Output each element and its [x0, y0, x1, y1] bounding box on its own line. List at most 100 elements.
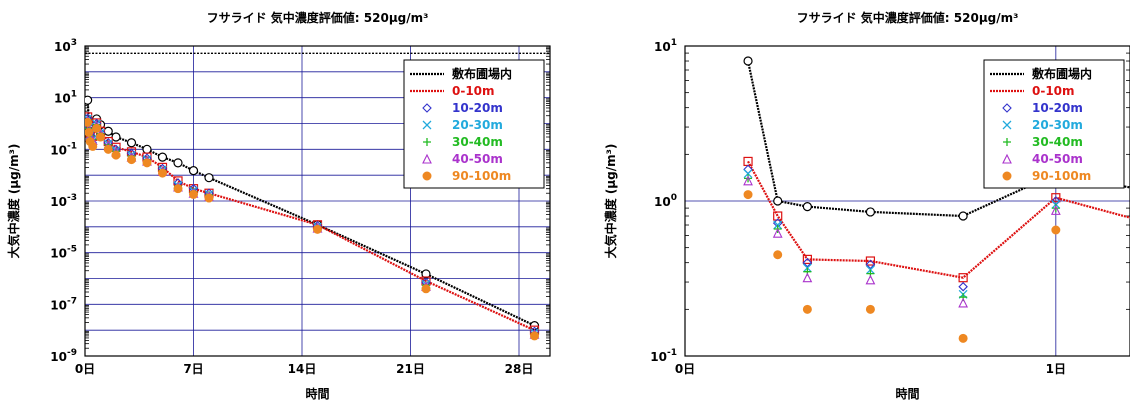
legend-label: 20-30m	[452, 118, 503, 132]
data-point	[802, 202, 812, 212]
x-tick-label: 21日	[396, 362, 425, 376]
y-tick-label: 101	[54, 90, 77, 106]
legend-label: 0-10m	[452, 84, 495, 98]
data-point	[157, 152, 168, 162]
data-point	[743, 175, 753, 186]
plot-area	[85, 95, 540, 341]
data-point	[802, 272, 813, 283]
x-tick-label: 28日	[505, 362, 534, 376]
legend-label: 敷布圃場内	[452, 66, 512, 81]
data-point	[958, 281, 968, 292]
plot-frame	[84, 45, 551, 357]
data-point	[142, 144, 152, 154]
legend-item: 90-100m	[422, 169, 511, 183]
data-point	[958, 333, 968, 343]
data-point	[173, 158, 183, 168]
legend-label: 90-100m	[452, 169, 511, 183]
data-point	[85, 127, 94, 137]
data-point	[96, 132, 105, 142]
data-point	[743, 164, 753, 175]
data-point	[1050, 205, 1061, 215]
series-6	[743, 175, 1061, 308]
legend-item: 30-40m	[423, 135, 503, 149]
x-tick-label: 1日	[1046, 362, 1066, 376]
chart-title: フサライド 気中濃度評価値: 520μg/m³	[797, 10, 1019, 25]
x-tick-label: 0日	[75, 362, 95, 376]
y-tick-label: 101	[654, 38, 677, 54]
data-point	[103, 144, 113, 154]
data-point	[865, 304, 875, 314]
legend-item: 30-40m	[1003, 135, 1083, 149]
data-point	[126, 138, 137, 148]
data-point	[204, 193, 214, 203]
y-tick-label: 10-9	[50, 348, 77, 364]
data-point	[743, 169, 753, 179]
legend-label: 20-30m	[1032, 118, 1083, 132]
data-point	[744, 174, 753, 183]
x-tick-label: 7日	[183, 362, 203, 376]
data-point	[865, 274, 876, 285]
data-point	[802, 254, 812, 264]
data-point	[85, 117, 93, 127]
data-point	[958, 273, 968, 283]
legend-marker	[422, 120, 432, 130]
legend-item: 敷布圃場内	[410, 66, 512, 81]
data-point	[103, 126, 113, 136]
legend-label: 90-100m	[1032, 169, 1091, 183]
data-point	[865, 259, 876, 270]
legend-marker	[1002, 153, 1012, 164]
series-7	[85, 117, 539, 341]
data-point	[111, 132, 121, 142]
data-point	[127, 155, 136, 165]
chart-title: フサライド 気中濃度評価値: 520μg/m³	[207, 10, 429, 25]
legend-item: 40-50m	[1002, 152, 1083, 166]
plot-area	[743, 56, 1130, 343]
legend: 敷布圃場内 0-10m 10-20m 20-30m 30-40m 40-50m 90-100…	[983, 59, 1125, 189]
data-point	[189, 189, 198, 199]
y-axis-label: 大気中濃度 (μg/m³)	[603, 144, 618, 259]
legend: 敷布圃場内 0-10m 10-20m 20-30m 30-40m 40-50m 90-100…	[403, 59, 545, 189]
series-7	[743, 190, 1061, 343]
legend-marker	[422, 103, 432, 113]
y-axis-label: 大気中濃度 (μg/m³)	[6, 144, 21, 259]
plot-frame	[684, 45, 1130, 357]
legend-label: 30-40m	[1032, 135, 1083, 149]
legend-label: 30-40m	[452, 135, 503, 149]
legend-marker	[422, 171, 432, 181]
legend-item: 0-10m	[410, 84, 495, 98]
legend-item: 20-30m	[1002, 118, 1083, 132]
data-point	[1051, 193, 1061, 203]
legend-label: 40-50m	[1032, 152, 1083, 166]
data-point	[772, 227, 783, 238]
data-point	[142, 158, 152, 168]
legend-label: 40-50m	[452, 152, 503, 166]
data-point	[958, 297, 969, 308]
data-point	[802, 257, 813, 268]
legend-item: 敷布圃場内	[990, 66, 1092, 81]
data-point	[204, 173, 214, 183]
y-tick-label: 100	[654, 193, 677, 209]
legend-marker	[1002, 171, 1012, 181]
legend-label: 10-20m	[1032, 101, 1083, 115]
data-point	[173, 184, 183, 194]
legend-item: 10-20m	[422, 101, 503, 115]
data-point	[158, 168, 167, 178]
data-point	[421, 284, 431, 294]
series-1	[743, 56, 1130, 221]
legend-item: 40-50m	[422, 152, 503, 166]
data-point	[88, 141, 98, 151]
legend-marker	[1002, 103, 1012, 113]
y-tick-label: 10-7	[50, 296, 77, 312]
data-point	[802, 304, 812, 314]
x-tick-label: 0日	[675, 362, 695, 376]
y-tick-label: 10-1	[650, 348, 677, 364]
x-tick-label: 14日	[288, 362, 317, 376]
data-point	[743, 56, 753, 66]
data-point	[188, 166, 199, 176]
data-point	[743, 190, 753, 200]
data-point	[85, 95, 93, 105]
legend-item: 0-10m	[990, 84, 1075, 98]
